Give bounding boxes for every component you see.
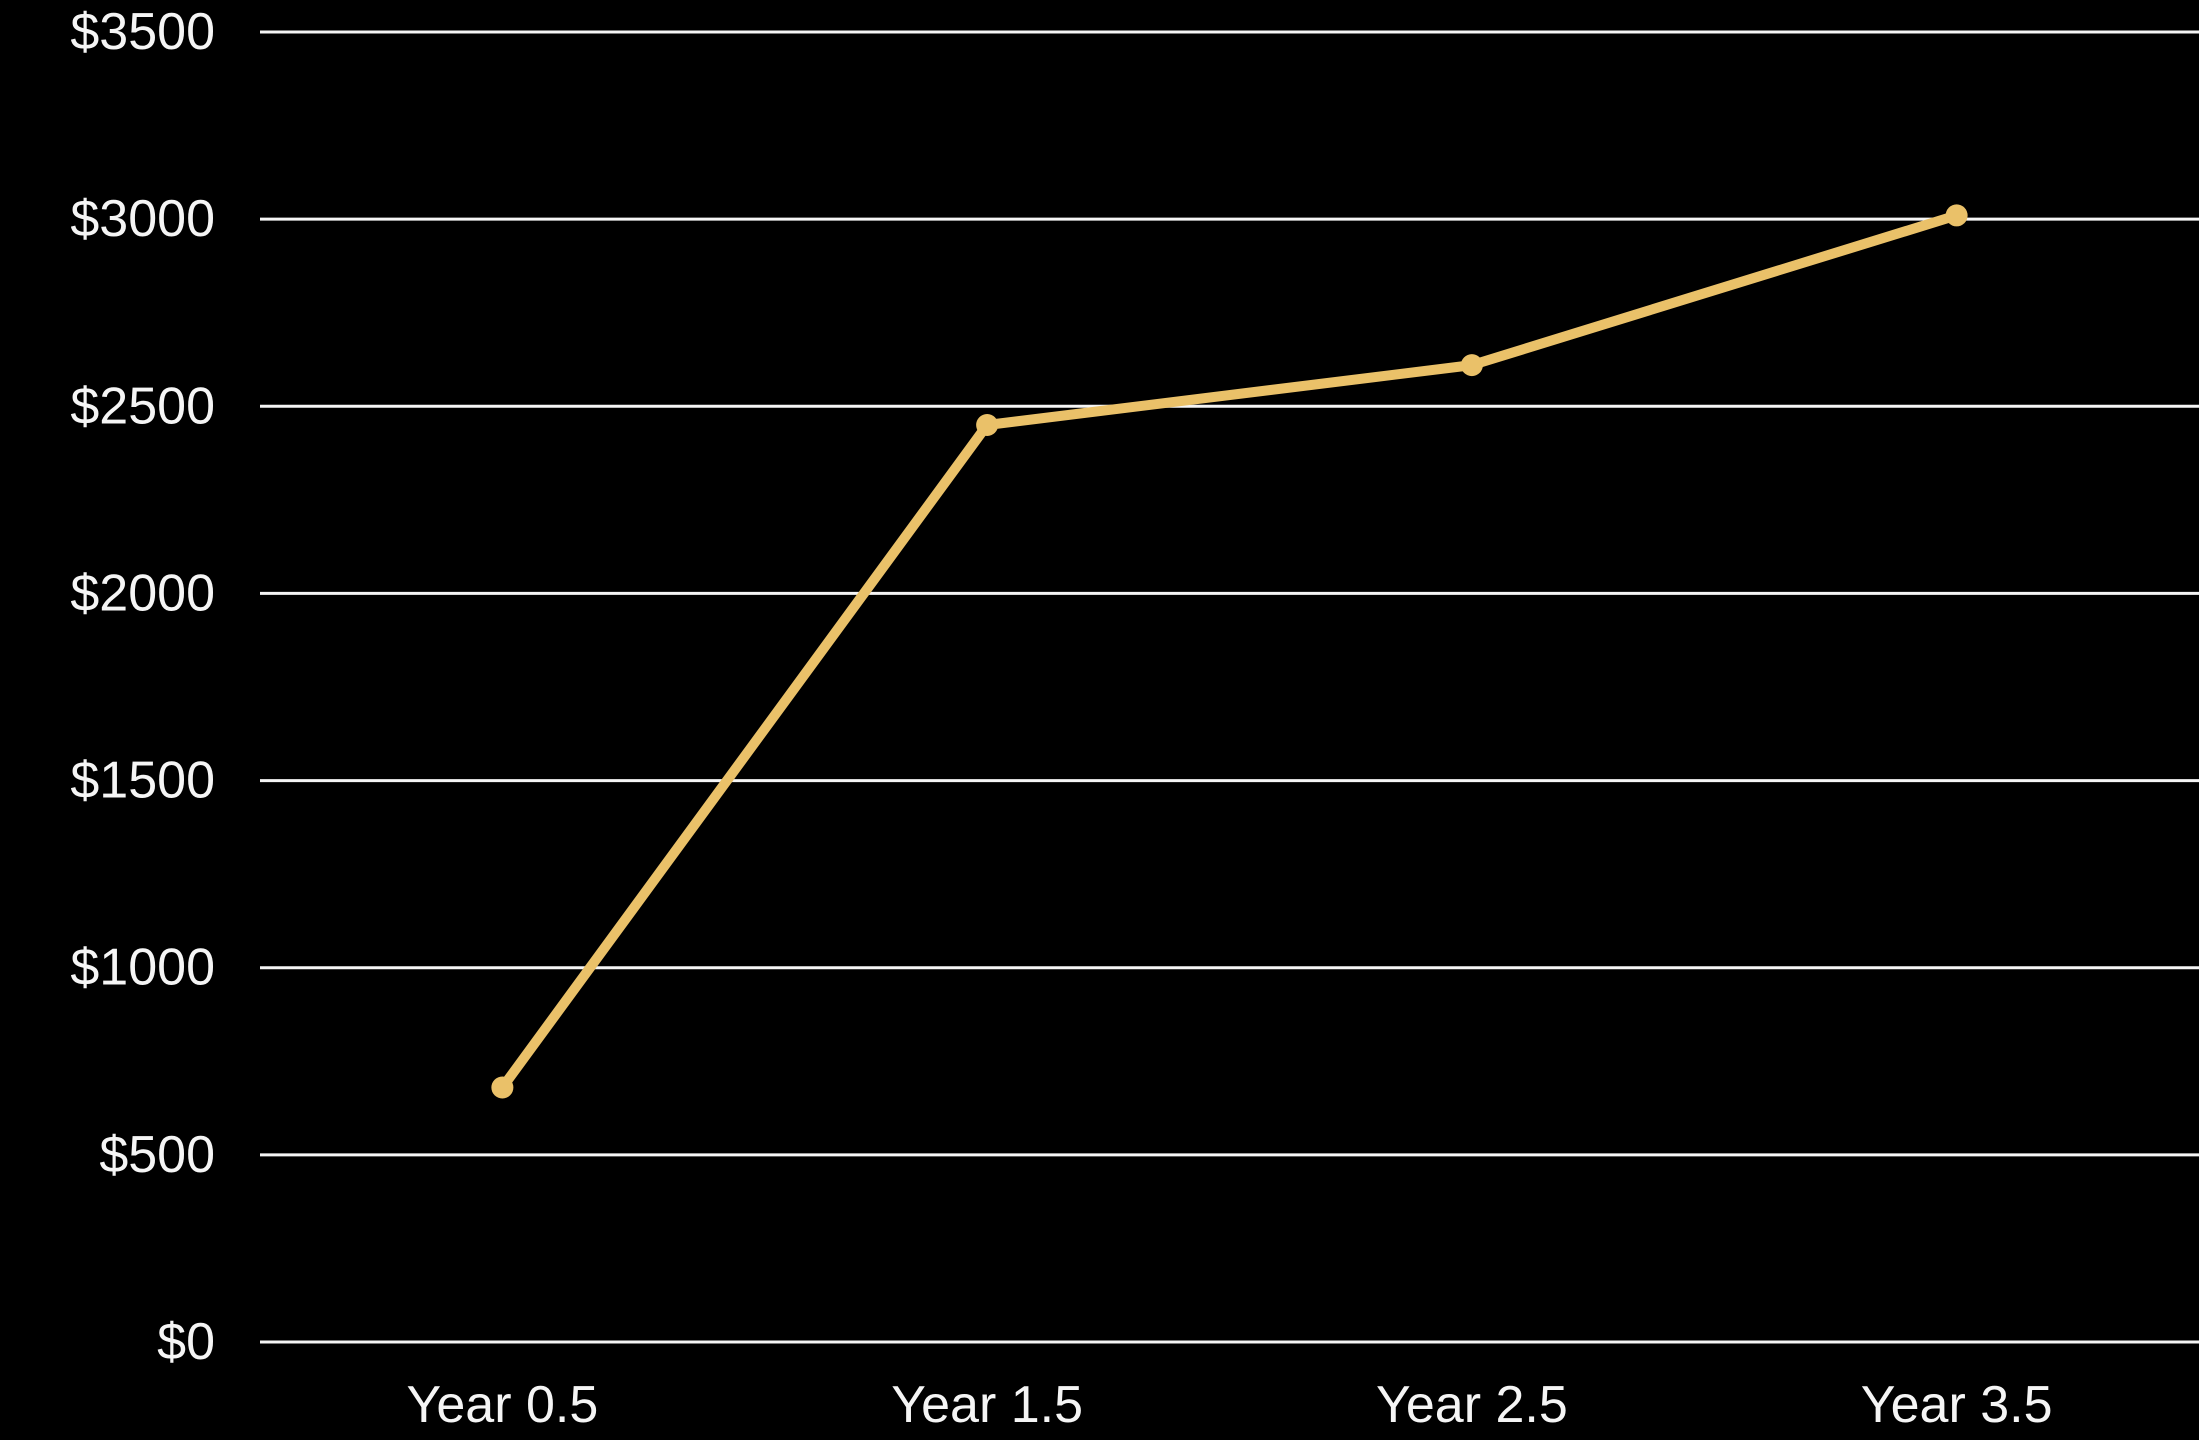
y-tick-label: $1000	[70, 939, 215, 997]
x-tick-label: Year 2.5	[1376, 1376, 1568, 1434]
data-point	[1945, 204, 1968, 227]
data-point	[1460, 354, 1483, 377]
y-tick-label: $3500	[70, 3, 215, 61]
y-tick-label: $1500	[70, 752, 215, 810]
x-tick-label: Year 3.5	[1861, 1376, 2053, 1434]
x-tick-label: Year 1.5	[891, 1376, 1083, 1434]
y-tick-label: $2500	[70, 377, 215, 435]
series-line	[497, 210, 1962, 1093]
y-tick-label: $0	[157, 1313, 215, 1371]
data-point	[491, 1076, 514, 1099]
y-tick-label: $3000	[70, 190, 215, 248]
y-tick-label: $500	[99, 1126, 215, 1184]
x-tick-label: Year 0.5	[406, 1376, 598, 1434]
y-tick-label: $2000	[70, 564, 215, 622]
data-point	[976, 414, 999, 436]
